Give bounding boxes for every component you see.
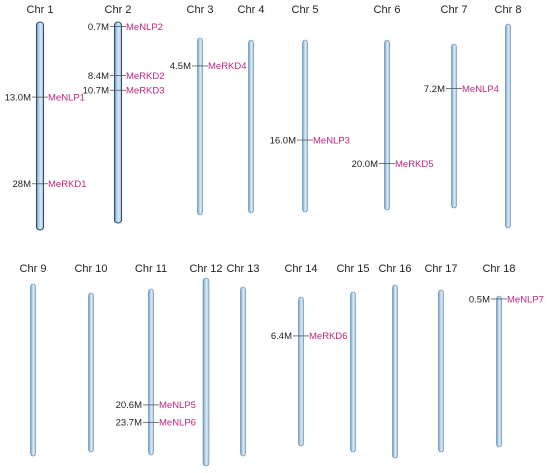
gene-marker-menlp6: 23.7M MeNLP6 [116,418,196,429]
chromosome-chr18: Chr 18 0.5M MeNLP7 [469,263,544,448]
chromosome-bar [384,39,390,211]
gene-marker-menlp1: 13.0M MeNLP1 [5,92,85,103]
gene-label: MeRKD4 [208,61,247,72]
chromosome-label: Chr 3 [187,4,214,16]
chromosome-label: Chr 16 [378,263,411,275]
chromosome-label: Chr 4 [238,4,265,16]
gene-label: MeNLP3 [313,135,350,146]
position-label: 16.0M [270,135,296,146]
chromosome-chr7: Chr 7 7.2M MeNLP4 [424,4,499,209]
chromosome-chr15: Chr 15 [336,263,370,453]
chromosome-label: Chr 2 [105,4,132,16]
gene-label: MeRKD1 [48,179,87,190]
chromosome-chr2: Chr 2 0.7M MeNLP2 8.4M MeRKD2 10.7M MeRKD3 [83,4,165,224]
position-label: 0.7M [88,22,109,33]
chromosome-label: Chr 8 [495,4,522,16]
gene-label: MeNLP1 [48,92,85,103]
gene-marker-merkd4: 4.5M MeRKD4 [170,61,247,72]
chromosome-chr10: Chr 10 [74,263,108,453]
chromosome-bar [350,291,356,453]
position-label: 20.6M [116,400,142,411]
gene-marker-menlp5: 20.6M MeNLP5 [116,400,196,411]
chromosome-bar [148,288,154,456]
gene-label: MeNLP6 [159,418,196,429]
chromosome-chr5: Chr 5 16.0M MeNLP3 [270,4,350,213]
chromosome-bar [88,292,94,453]
chromosome-label: Chr 7 [441,4,468,16]
chromosome-label: Chr 6 [374,4,401,16]
chromosome-chr8: Chr 8 [495,4,522,229]
gene-marker-menlp2: 0.7M MeNLP2 [88,22,163,33]
gene-marker-merkd2: 8.4M MeRKD2 [88,71,165,82]
chromosome-bar [240,286,246,457]
chromosome-bar [496,295,502,448]
chromosome-bar [248,39,254,214]
chromosome-chr14: Chr 14 6.4M MeRKD6 [271,263,348,447]
position-label: 0.5M [469,294,490,305]
gene-label: MeRKD6 [309,331,348,342]
chromosome-bar [505,23,511,229]
chromosome-label: Chr 11 [135,263,167,275]
gene-label: MeRKD2 [126,71,165,82]
position-label: 6.4M [271,331,292,342]
gene-label: MeNLP2 [126,22,163,33]
position-label: 7.2M [424,84,445,95]
chromosome-bar [197,37,203,216]
chromosome-bar [113,21,123,224]
position-label: 23.7M [116,418,142,429]
chromosome-label: Chr 18 [482,263,515,275]
chromosome-chr11: Chr 11 20.6M MeNLP5 23.7M MeNLP6 [116,263,196,456]
gene-marker-merkd3: 10.7M MeRKD3 [83,86,165,97]
gene-marker-menlp7: 0.5M MeNLP7 [469,294,544,305]
position-label: 10.7M [83,86,109,97]
chromosome-bar [298,296,304,447]
chromosome-chr3: Chr 3 4.5M MeRKD4 [170,4,247,216]
chromosome-chr1: Chr 1 13.0M MeNLP1 28M MeRKD1 [5,4,87,231]
gene-marker-menlp3: 16.0M MeNLP3 [270,135,350,146]
chromosome-bar [438,289,444,453]
chromosome-layer: Chr 1 13.0M MeNLP1 28M MeRKD1 Chr 2 0.7M MeNLP2… [5,4,544,467]
position-label: 28M [13,179,32,190]
gene-label: MeRKD3 [126,86,165,97]
gene-marker-menlp4: 7.2M MeNLP4 [424,84,499,95]
chromosome-label: Chr 14 [284,263,317,275]
gene-label: MeNLP5 [159,400,196,411]
chromosome-chr16: Chr 16 [378,263,412,459]
chromosome-label: Chr 5 [292,4,319,16]
gene-marker-merkd6: 6.4M MeRKD6 [271,331,348,342]
chromosome-bar [30,283,36,457]
chromosome-label: Chr 17 [424,263,457,275]
chromosome-chr6: Chr 6 20.0M MeRKD5 [352,4,434,211]
position-label: 20.0M [352,159,378,170]
gene-marker-merkd5: 20.0M MeRKD5 [352,159,434,170]
chromosome-bar [302,39,308,213]
chromosome-label: Chr 1 [27,4,54,16]
chromosome-label: Chr 12 [189,263,222,275]
chromosome-chr17: Chr 17 [424,263,458,453]
position-label: 13.0M [5,92,31,103]
gene-label: MeRKD5 [395,159,434,170]
chromosome-label: Chr 9 [20,263,47,275]
chromosome-bar [202,277,210,467]
chromosome-bar [392,284,398,459]
chromosome-label: Chr 15 [336,263,369,275]
chromosome-chr9: Chr 9 [20,263,47,457]
position-label: 4.5M [170,61,191,72]
chromosome-chr13: Chr 13 [226,263,260,457]
chromosome-chr4: Chr 4 [238,4,265,214]
chromosome-bar [451,43,457,209]
gene-marker-merkd1: 28M MeRKD1 [13,179,87,190]
chromosome-label: Chr 13 [226,263,259,275]
chromosome-label: Chr 10 [74,263,107,275]
chromosome-bar [35,21,45,231]
gene-label: MeNLP7 [507,294,544,305]
chromosome-chr12: Chr 12 [189,263,223,467]
gene-label: MeNLP4 [462,84,499,95]
position-label: 8.4M [88,71,109,82]
